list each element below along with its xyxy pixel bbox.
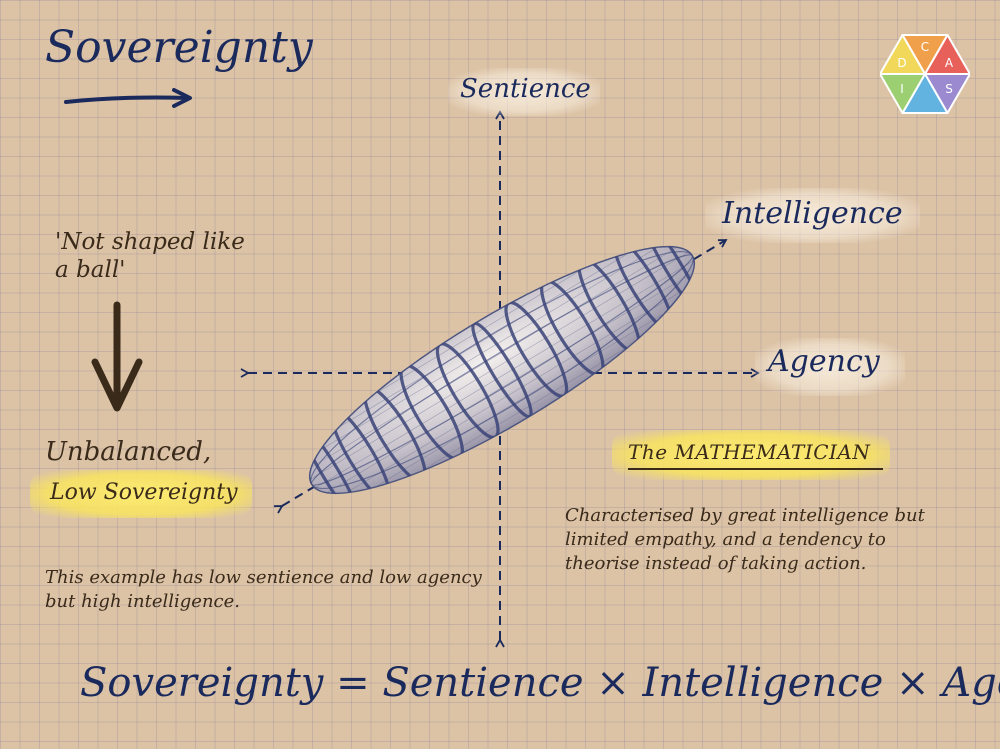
agency-label-glow: [755, 338, 905, 396]
example-text: This example has low sentience and low a…: [45, 567, 482, 612]
archetype-description: Characterised by great intelligence but …: [565, 505, 925, 574]
down-arrow-icon: [91, 301, 143, 412]
quote-line-2: a ball': [55, 257, 126, 283]
quote-line-1: 'Not shaped like: [55, 229, 245, 255]
sentience-label: Sentience: [460, 74, 591, 104]
logo-letter-i: I: [900, 82, 904, 96]
agency-label: Agency: [768, 344, 880, 379]
low-sovereignty-highlight: [30, 470, 252, 518]
cadis-logo-icon: C A S I D: [880, 34, 970, 114]
intelligence-label-glow: [705, 188, 920, 243]
intelligence-label: Intelligence: [722, 196, 903, 231]
logo-letter-c: C: [921, 40, 929, 54]
low-sovereignty-label: Low Sovereignty: [50, 480, 238, 505]
unbalanced-label: Unbalanced,: [45, 437, 212, 467]
archetype-underline: [628, 468, 883, 470]
logo-letter-s: S: [945, 82, 953, 96]
mathematician-highlight: [612, 430, 890, 480]
ellipsoid-shape: [283, 212, 721, 528]
sovereignty-formula: Sovereignty = Sentience × Intelligence ×…: [80, 660, 1000, 706]
title-underline-arrow-icon: [64, 88, 192, 108]
logo-letter-a: A: [945, 56, 954, 70]
archetype-label: The MATHEMATICIAN: [628, 440, 871, 464]
logo-letter-d: D: [897, 56, 906, 70]
page-title: Sovereignty: [45, 22, 313, 73]
sentience-label-glow: [448, 68, 600, 116]
quote-text: 'Not shaped like a ball': [55, 228, 245, 284]
